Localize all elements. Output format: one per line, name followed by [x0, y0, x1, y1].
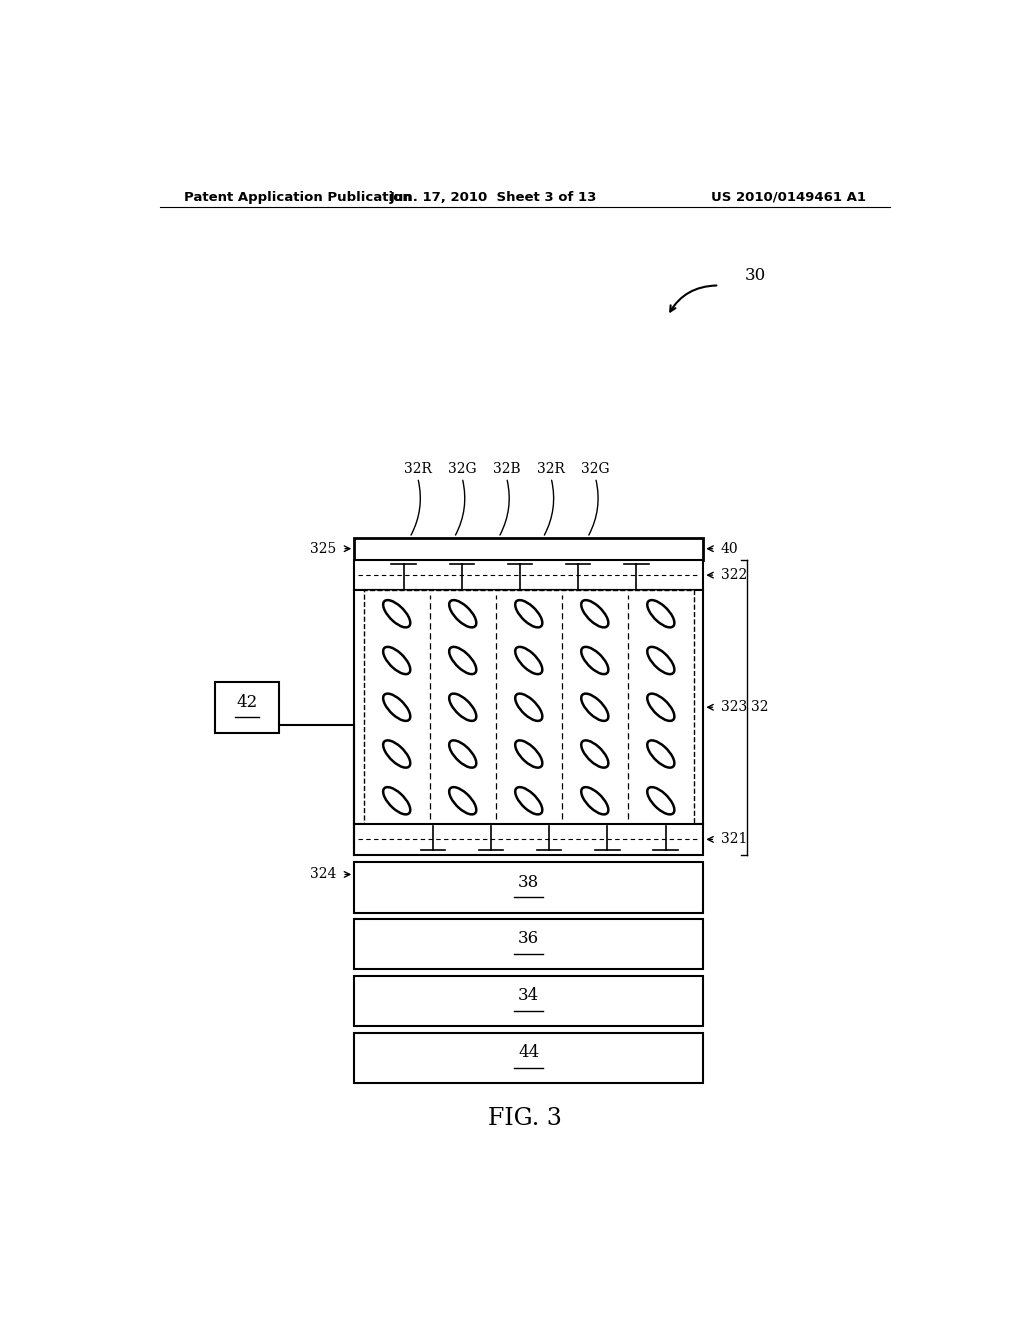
FancyArrowPatch shape: [500, 480, 509, 535]
Bar: [215, 682, 279, 733]
Ellipse shape: [515, 693, 543, 721]
Ellipse shape: [515, 787, 543, 814]
Bar: [354, 862, 703, 912]
Text: 42: 42: [237, 694, 258, 710]
Ellipse shape: [582, 787, 608, 814]
Ellipse shape: [515, 741, 543, 768]
Bar: [354, 824, 703, 854]
Ellipse shape: [647, 741, 675, 768]
Text: FIG. 3: FIG. 3: [487, 1107, 562, 1130]
Ellipse shape: [647, 601, 675, 627]
Bar: [354, 1032, 703, 1084]
Ellipse shape: [647, 647, 675, 675]
Text: 32: 32: [751, 700, 768, 714]
Text: 325: 325: [310, 541, 337, 556]
Bar: [354, 537, 703, 560]
FancyArrowPatch shape: [589, 480, 598, 535]
Ellipse shape: [450, 647, 476, 675]
Ellipse shape: [383, 601, 411, 627]
Bar: [354, 975, 703, 1027]
Text: 323: 323: [721, 700, 748, 714]
Ellipse shape: [647, 693, 675, 721]
FancyArrowPatch shape: [545, 480, 554, 535]
Ellipse shape: [582, 647, 608, 675]
Ellipse shape: [515, 647, 543, 675]
Text: 32R: 32R: [403, 462, 431, 475]
Text: 36: 36: [518, 931, 540, 948]
Ellipse shape: [647, 787, 675, 814]
Text: Patent Application Publication: Patent Application Publication: [183, 190, 412, 203]
Ellipse shape: [450, 693, 476, 721]
Ellipse shape: [450, 787, 476, 814]
Text: 32G: 32G: [447, 462, 476, 475]
Ellipse shape: [515, 601, 543, 627]
Text: 324: 324: [310, 867, 337, 882]
Bar: [364, 590, 694, 824]
Text: 32R: 32R: [537, 462, 565, 475]
Text: Jun. 17, 2010  Sheet 3 of 13: Jun. 17, 2010 Sheet 3 of 13: [389, 190, 597, 203]
Ellipse shape: [582, 601, 608, 627]
Text: 40: 40: [721, 541, 738, 556]
FancyArrowPatch shape: [456, 480, 465, 535]
Text: US 2010/0149461 A1: US 2010/0149461 A1: [711, 190, 866, 203]
Text: 38: 38: [518, 874, 540, 891]
Ellipse shape: [450, 601, 476, 627]
Text: 32B: 32B: [493, 462, 520, 475]
Bar: [354, 919, 703, 969]
Ellipse shape: [383, 647, 411, 675]
Text: 32G: 32G: [581, 462, 609, 475]
Ellipse shape: [383, 741, 411, 768]
Text: 34: 34: [518, 987, 540, 1005]
Ellipse shape: [383, 693, 411, 721]
Bar: [354, 590, 703, 824]
Text: 321: 321: [721, 833, 748, 846]
Bar: [354, 560, 703, 590]
Text: 44: 44: [518, 1044, 540, 1061]
Ellipse shape: [582, 693, 608, 721]
Text: 30: 30: [744, 267, 766, 284]
Text: 322: 322: [721, 568, 748, 582]
Ellipse shape: [582, 741, 608, 768]
Ellipse shape: [450, 741, 476, 768]
Ellipse shape: [383, 787, 411, 814]
FancyArrowPatch shape: [411, 480, 420, 535]
